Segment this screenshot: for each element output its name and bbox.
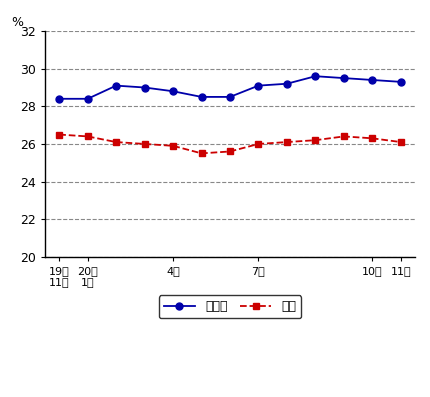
岐阰県 bbox=[284, 81, 289, 86]
Line: 全国: 全国 bbox=[56, 131, 404, 157]
全国 bbox=[85, 134, 90, 139]
全国 bbox=[341, 134, 347, 139]
全国 bbox=[142, 142, 147, 146]
岐阰県 bbox=[398, 79, 403, 84]
岐阰県 bbox=[341, 76, 347, 81]
岐阰県 bbox=[170, 89, 175, 94]
岐阰県 bbox=[85, 96, 90, 101]
全国 bbox=[227, 149, 233, 154]
岐阰県 bbox=[313, 74, 318, 79]
全国 bbox=[199, 151, 204, 156]
全国 bbox=[313, 138, 318, 143]
岐阰県 bbox=[370, 77, 375, 82]
全国 bbox=[114, 140, 119, 145]
岐阰県 bbox=[199, 94, 204, 99]
岐阰県 bbox=[142, 85, 147, 90]
全国 bbox=[170, 143, 175, 148]
全国 bbox=[256, 142, 261, 146]
岐阰県 bbox=[227, 94, 233, 99]
全国 bbox=[398, 140, 403, 145]
岐阰県 bbox=[256, 83, 261, 88]
Line: 岐阰県: 岐阰県 bbox=[56, 73, 404, 102]
全国 bbox=[57, 132, 62, 137]
Legend: 岐阰県, 全国: 岐阰県, 全国 bbox=[159, 295, 301, 318]
全国 bbox=[370, 136, 375, 141]
岐阰県 bbox=[114, 83, 119, 88]
全国 bbox=[284, 140, 289, 145]
Text: %: % bbox=[12, 16, 24, 29]
岐阰県 bbox=[57, 96, 62, 101]
